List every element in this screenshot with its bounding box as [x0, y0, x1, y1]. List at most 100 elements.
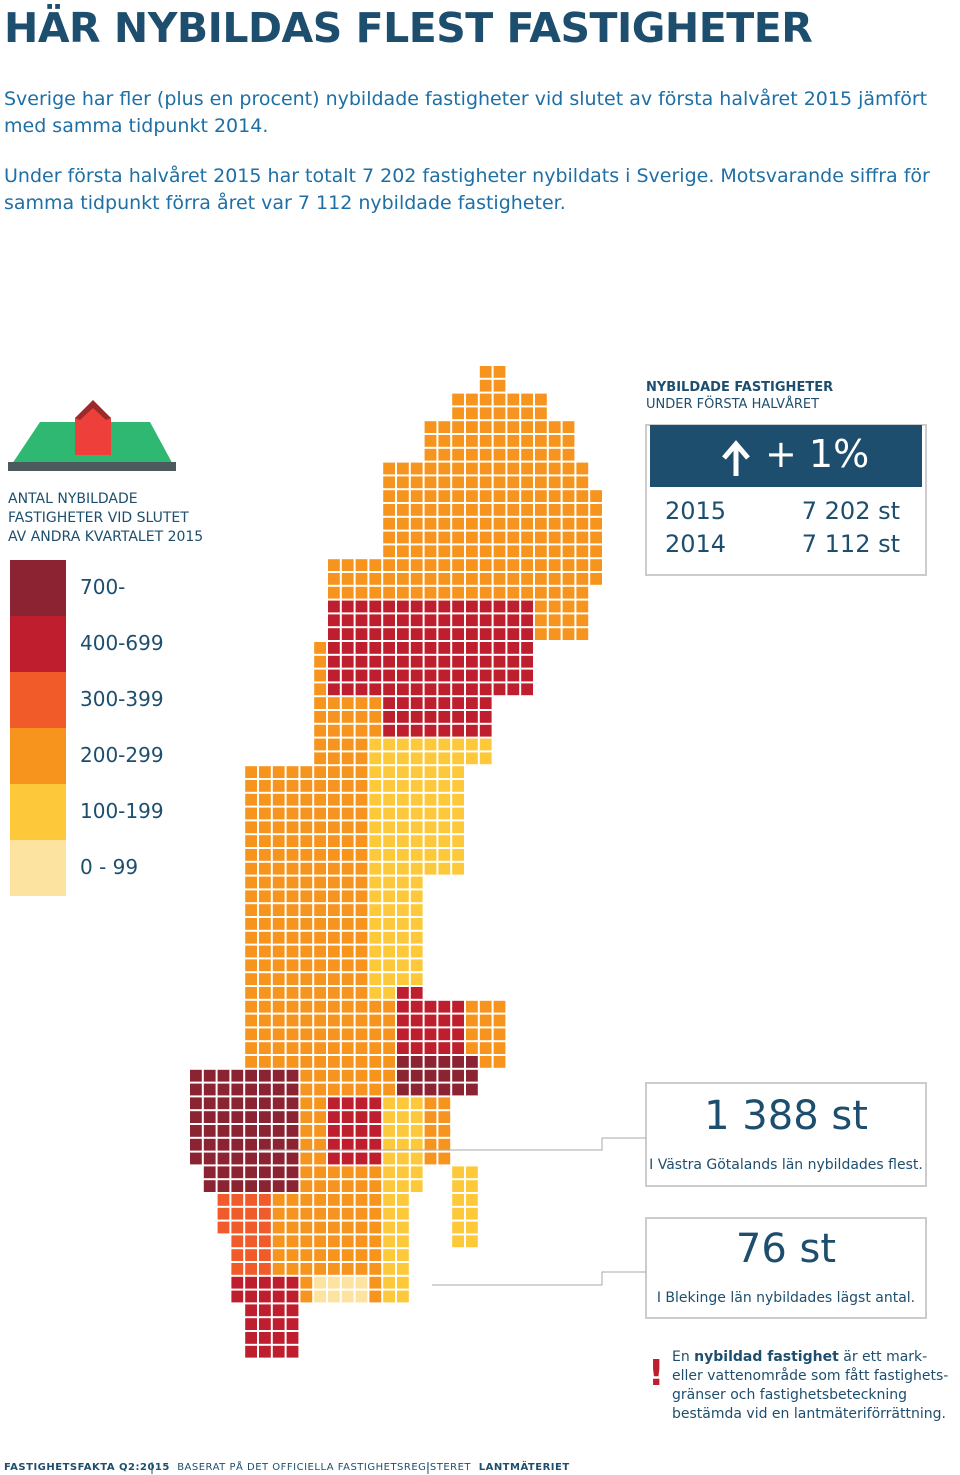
- map-tile: [535, 559, 547, 571]
- map-tile: [328, 1263, 340, 1275]
- map-tile: [245, 793, 257, 806]
- map-tile: [562, 448, 575, 461]
- map-tile: [479, 711, 492, 723]
- map-tile: [479, 1014, 492, 1027]
- map-tile: [314, 1207, 326, 1220]
- map-tile: [355, 1249, 368, 1261]
- map-tile: [562, 462, 575, 475]
- map-tile: [300, 1221, 313, 1234]
- map-tile: [369, 835, 382, 847]
- map-tile: [245, 1290, 257, 1303]
- map-tile: [217, 1207, 230, 1220]
- map-tile: [562, 600, 575, 613]
- map-tile: [410, 573, 423, 585]
- map-tile: [369, 1235, 382, 1248]
- map-tile: [245, 1138, 257, 1151]
- map-tile: [479, 435, 492, 447]
- map-tile: [300, 835, 313, 847]
- map-tile: [272, 987, 285, 999]
- map-tile: [424, 1000, 437, 1013]
- map-tile: [507, 642, 520, 654]
- map-tile: [314, 1097, 326, 1110]
- map-tile: [369, 1111, 382, 1123]
- map-tile: [438, 1097, 451, 1110]
- map-tile: [479, 628, 492, 640]
- map-tile: [397, 573, 409, 585]
- map-tile: [286, 766, 299, 778]
- map-tile: [245, 807, 257, 820]
- map-tile: [286, 1014, 299, 1027]
- map-tile: [341, 559, 354, 571]
- map-tile: [369, 600, 382, 613]
- map-tile: [466, 435, 478, 447]
- map-tile: [245, 1097, 257, 1110]
- map-tile: [479, 738, 492, 751]
- map-tile: [424, 476, 437, 489]
- map-tile: [438, 1014, 451, 1027]
- map-tile: [493, 1056, 506, 1068]
- map-tile: [424, 1014, 437, 1027]
- map-tile: [286, 1318, 299, 1330]
- legend-swatch: [10, 840, 66, 896]
- map-tile: [424, 793, 437, 806]
- map-tile: [217, 1125, 230, 1137]
- map-tile: [397, 835, 409, 847]
- map-tile: [259, 1345, 271, 1358]
- map-tile: [479, 531, 492, 544]
- map-tile: [452, 573, 464, 585]
- map-tile: [452, 642, 464, 654]
- map-tile: [397, 1207, 409, 1220]
- map-tile: [466, 669, 478, 682]
- map-tile: [259, 1249, 271, 1261]
- map-tile: [410, 1083, 423, 1096]
- map-tile: [341, 1125, 354, 1137]
- map-tile: [397, 1138, 409, 1151]
- map-tile: [314, 959, 326, 972]
- map-tile: [410, 711, 423, 723]
- map-tile: [397, 1111, 409, 1123]
- map-tile: [438, 531, 451, 544]
- map-tile: [397, 752, 409, 765]
- map-tile: [355, 1290, 368, 1303]
- map-tile: [369, 1042, 382, 1054]
- map-tile: [521, 573, 533, 585]
- map-tile: [479, 642, 492, 654]
- map-tile: [300, 780, 313, 792]
- map-tile: [259, 1014, 271, 1027]
- map-tile: [410, 614, 423, 627]
- map-tile: [438, 1138, 451, 1151]
- map-tile: [355, 973, 368, 985]
- map-tile: [272, 876, 285, 889]
- map-tile: [341, 711, 354, 723]
- title: HÄR NYBILDAS FLEST FASTIGHETER: [4, 4, 813, 52]
- map-tile: [328, 876, 340, 889]
- map-tile: [410, 724, 423, 737]
- map-tile: [438, 490, 451, 502]
- map-tile: [259, 1042, 271, 1054]
- map-tile: [341, 655, 354, 668]
- map-tile: [535, 393, 547, 406]
- map-tile: [369, 669, 382, 682]
- map-tile: [493, 379, 506, 392]
- map-tile: [535, 448, 547, 461]
- map-tile: [300, 918, 313, 930]
- map-tile: [535, 421, 547, 433]
- map-tile: [424, 1083, 437, 1096]
- map-tile: [328, 1111, 340, 1123]
- map-tile: [355, 1152, 368, 1165]
- map-tile: [452, 1056, 464, 1068]
- map-tile: [300, 1276, 313, 1289]
- map-tile: [328, 1138, 340, 1151]
- legend-label: 700-: [80, 575, 126, 599]
- map-tile: [300, 1207, 313, 1220]
- map-tile: [535, 600, 547, 613]
- map-tile: [300, 1056, 313, 1068]
- map-tile: [466, 655, 478, 668]
- map-tile: [507, 490, 520, 502]
- map-tile: [328, 1069, 340, 1082]
- map-tile: [452, 835, 464, 847]
- map-tile: [341, 1000, 354, 1013]
- map-tile: [493, 1028, 506, 1041]
- map-tile: [466, 711, 478, 723]
- map-tile: [438, 614, 451, 627]
